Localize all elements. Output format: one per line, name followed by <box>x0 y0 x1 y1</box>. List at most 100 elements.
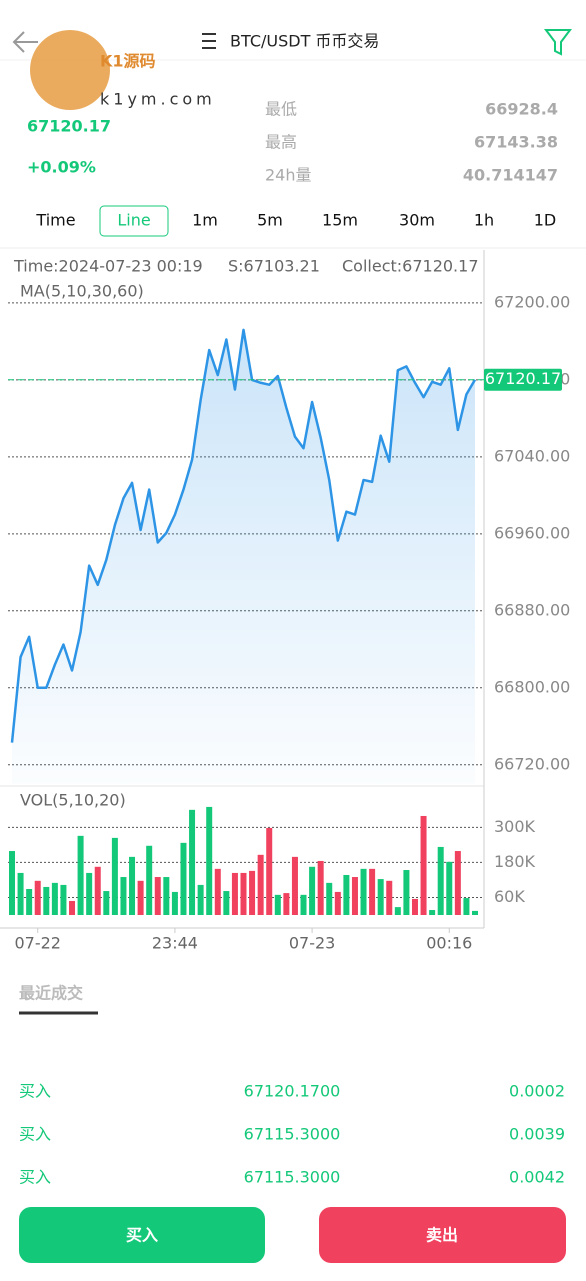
stat-label: 最低 <box>265 100 297 119</box>
stat-label: 24h量 <box>265 166 312 185</box>
volume-bar <box>9 851 15 915</box>
volume-bar <box>189 809 196 915</box>
volume-bar <box>60 884 67 915</box>
back-button[interactable] <box>12 31 38 53</box>
sell-button-label[interactable]: 卖出 <box>426 1226 458 1245</box>
volume-bar <box>94 866 101 915</box>
interval-tab[interactable]: 1D <box>534 211 557 230</box>
interval-active-box[interactable] <box>99 205 169 237</box>
volume-bar <box>394 907 401 915</box>
volume-bar <box>137 880 144 915</box>
stat-value: 67143.38 <box>474 133 558 152</box>
menu-icon[interactable] <box>202 33 216 49</box>
x-tick-label: 07-22 <box>14 934 61 953</box>
volume-bar <box>197 884 204 915</box>
trades-title[interactable]: 最近成交 <box>19 984 83 1003</box>
filter-button[interactable] <box>544 29 572 56</box>
stat-value: 40.714147 <box>463 166 558 185</box>
y-tick-label: 67040.00 <box>494 446 570 465</box>
volume-bar <box>154 877 161 915</box>
volume-bar <box>326 882 333 915</box>
watermark-url: k1ym.com <box>100 90 216 109</box>
volume-bar <box>249 870 256 915</box>
interval-tab[interactable]: 15m <box>322 211 358 230</box>
current-price-badge <box>484 368 562 391</box>
volume-bar <box>377 879 384 915</box>
buy-button-label[interactable]: 买入 <box>126 1226 158 1245</box>
volume-bar <box>26 889 33 915</box>
price-change: +0.09% <box>27 158 96 177</box>
interval-tab[interactable]: 1m <box>192 211 218 230</box>
y-tick-label: 66720.00 <box>494 754 570 773</box>
watermark-brand: K1源码 <box>100 52 156 71</box>
vol-tick-label: 300K <box>494 817 536 836</box>
sell-button[interactable] <box>319 1207 566 1263</box>
trade-price: 67120.1700 <box>244 1082 341 1101</box>
y-tick-label: 66800.00 <box>494 677 570 696</box>
trade-side: 买入 <box>19 1125 51 1144</box>
volume-bar <box>429 910 436 915</box>
trade-side: 买入 <box>19 1082 51 1101</box>
buy-button[interactable] <box>19 1207 265 1263</box>
trade-side: 买入 <box>19 1168 51 1187</box>
volume-bar <box>17 872 24 915</box>
volume-bar <box>446 861 453 915</box>
x-tick-label: 07-23 <box>289 934 336 953</box>
x-tick-label: 23:44 <box>152 934 198 953</box>
volume-bar <box>351 877 358 915</box>
info-time: Time:2024-07-23 00:19 <box>13 257 203 276</box>
interval-tab[interactable]: Line <box>117 211 150 230</box>
volume-bar <box>291 856 298 915</box>
volume-bar <box>240 872 247 915</box>
volume-bar <box>163 877 170 915</box>
interval-tab[interactable]: Time <box>35 211 75 230</box>
interval-tab[interactable]: 30m <box>399 211 435 230</box>
current-price-label: 67120.17 <box>485 369 561 388</box>
volume-bar <box>51 882 58 915</box>
volume-bar <box>146 845 153 915</box>
watermark-logo <box>30 30 110 110</box>
x-tick-label: 00:16 <box>426 934 472 953</box>
stat-label: 最高 <box>265 133 297 152</box>
volume-bar <box>300 894 307 915</box>
volume-bar <box>317 860 324 915</box>
vol-tick-label: 60K <box>494 887 525 906</box>
price-line <box>10 328 477 743</box>
volume-bar <box>266 827 273 915</box>
trade-amount: 0.0039 <box>509 1125 565 1144</box>
volume-bar <box>274 894 281 915</box>
volume-bar <box>206 806 213 915</box>
interval-tab[interactable]: 1h <box>474 211 494 230</box>
volume-bar <box>283 893 290 915</box>
volume-bar <box>334 891 341 915</box>
trade-amount: 0.0002 <box>509 1082 565 1101</box>
price-area <box>12 329 475 784</box>
pair-title: BTC/USDT 币币交易 <box>230 32 379 51</box>
volume-bar <box>257 854 264 915</box>
y-tick-label: 66880.00 <box>494 600 570 619</box>
volume-bar <box>69 900 76 915</box>
volume-bar <box>214 868 221 915</box>
volume-bar <box>437 846 444 915</box>
volume-bar <box>86 872 93 915</box>
volume-bar <box>309 866 316 915</box>
volume-bar <box>403 870 410 915</box>
volume-bar <box>386 880 393 915</box>
ma-indicator: MA(5,10,30,60) <box>20 282 144 301</box>
volume-bar <box>343 874 350 915</box>
vol-indicator: VOL(5,10,20) <box>20 791 126 810</box>
volume-bar <box>77 835 84 915</box>
stat-value: 66928.4 <box>485 100 558 119</box>
volume-bar <box>180 842 187 915</box>
y-tick-label: 66960.00 <box>494 523 570 542</box>
volume-bar <box>111 837 118 915</box>
volume-bar <box>43 886 50 915</box>
interval-tab[interactable]: 5m <box>257 211 283 230</box>
volume-bar <box>223 891 230 915</box>
volume-bar <box>369 868 376 915</box>
volume-bar <box>120 877 127 915</box>
volume-bar <box>34 880 41 915</box>
volume-bar <box>129 856 136 915</box>
